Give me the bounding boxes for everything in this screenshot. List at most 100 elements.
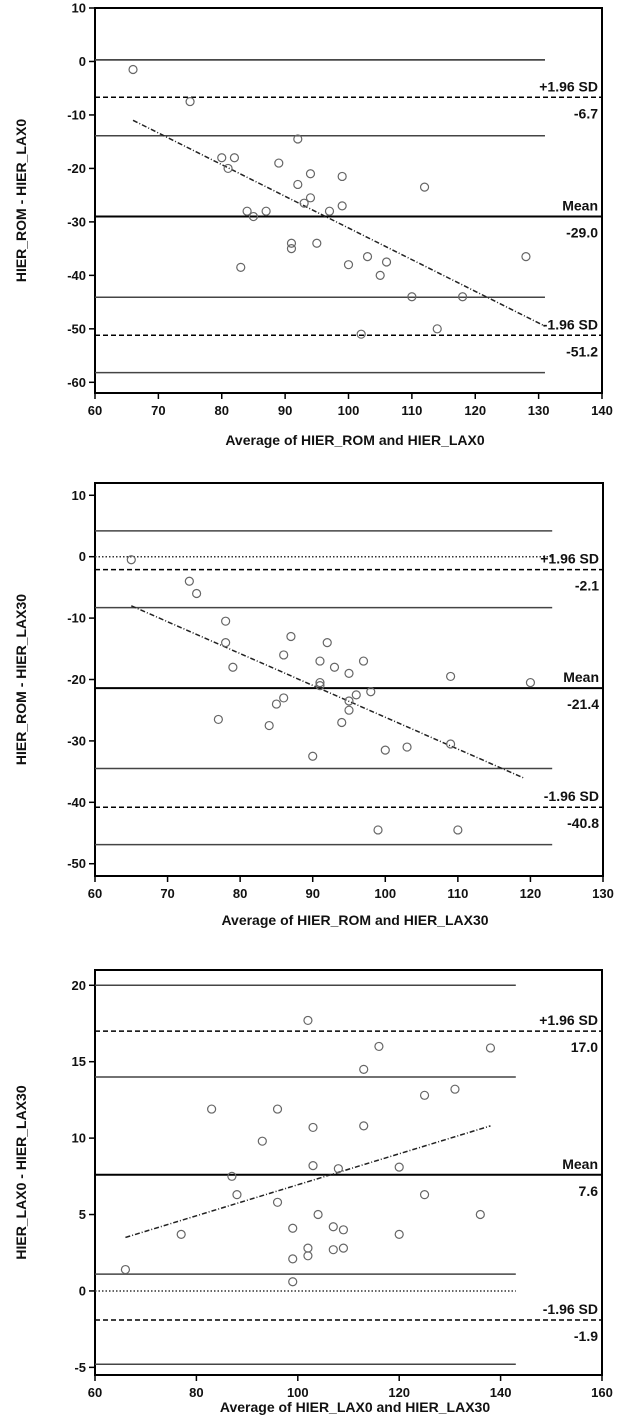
x-tick-label: 160 bbox=[591, 1385, 613, 1400]
data-point bbox=[264, 720, 274, 731]
data-point bbox=[446, 671, 456, 682]
data-point bbox=[312, 238, 322, 248]
y-tick-label: -20 bbox=[67, 161, 86, 176]
data-point bbox=[293, 134, 303, 144]
x-tick-label: 60 bbox=[88, 403, 102, 418]
data-point bbox=[338, 1243, 349, 1253]
data-point bbox=[344, 668, 354, 678]
data-point bbox=[257, 1136, 267, 1146]
data-point bbox=[432, 324, 442, 334]
data-point bbox=[128, 64, 138, 75]
data-point bbox=[356, 329, 366, 339]
data-point bbox=[207, 1104, 217, 1114]
data-point bbox=[242, 206, 252, 216]
data-point bbox=[308, 1122, 318, 1133]
y-tick-label: -5 bbox=[74, 1360, 86, 1375]
x-tick-label: 120 bbox=[388, 1385, 410, 1400]
data-point bbox=[229, 153, 240, 163]
data-point bbox=[272, 1104, 283, 1114]
data-point bbox=[394, 1229, 404, 1239]
data-point bbox=[344, 696, 354, 706]
y-tick-label: 5 bbox=[79, 1207, 86, 1222]
data-point bbox=[126, 555, 136, 565]
x-tick-label: 80 bbox=[189, 1385, 203, 1400]
x-tick-label: 60 bbox=[88, 886, 102, 901]
upper-loa-value: 17.0 bbox=[571, 1039, 598, 1055]
data-point bbox=[351, 690, 361, 700]
data-point bbox=[288, 1223, 298, 1233]
data-point bbox=[329, 662, 340, 672]
y-tick-label: -50 bbox=[67, 856, 86, 871]
data-point bbox=[217, 153, 227, 163]
data-point bbox=[185, 96, 195, 107]
x-tick-label: 80 bbox=[233, 886, 247, 901]
data-point bbox=[213, 714, 223, 725]
x-tick-label: 70 bbox=[160, 886, 174, 901]
data-point bbox=[279, 650, 289, 660]
data-point bbox=[299, 198, 309, 208]
data-point bbox=[313, 1209, 323, 1220]
x-tick-label: 70 bbox=[151, 403, 165, 418]
y-tick-label: 20 bbox=[72, 978, 86, 993]
x-axis-title: Average of HIER_ROM and HIER_LAX30 bbox=[221, 912, 488, 928]
data-point bbox=[228, 662, 238, 672]
y-tick-label: -40 bbox=[67, 268, 86, 283]
data-point bbox=[303, 1243, 313, 1253]
y-tick-label: 0 bbox=[79, 54, 86, 69]
x-tick-label: 100 bbox=[374, 886, 396, 901]
data-point bbox=[227, 1171, 237, 1181]
data-point bbox=[272, 1197, 283, 1207]
mean-label: Mean bbox=[562, 198, 598, 214]
y-tick-label: -30 bbox=[67, 214, 86, 229]
x-tick-label: 100 bbox=[287, 1385, 309, 1400]
x-tick-label: 140 bbox=[591, 403, 613, 418]
y-tick-label: 0 bbox=[79, 549, 86, 564]
regression-line bbox=[130, 605, 524, 779]
y-tick-label: 0 bbox=[79, 1283, 86, 1298]
upper-loa-label: +1.96 SD bbox=[540, 551, 599, 567]
data-point bbox=[236, 262, 246, 272]
y-tick-label: -10 bbox=[67, 107, 86, 122]
regression-line bbox=[125, 1125, 491, 1239]
data-point bbox=[419, 1190, 430, 1200]
lower-loa-label: -1.96 SD bbox=[543, 316, 598, 332]
chart-panel-3: 20 15 10 5 0 -560 80 100 120 140 160 +1.96 SD 17.0 Me… bbox=[13, 969, 613, 1415]
x-tick-label: 110 bbox=[401, 403, 422, 418]
y-tick-label: -20 bbox=[67, 672, 86, 687]
data-point bbox=[337, 717, 347, 728]
y-tick-label: 10 bbox=[72, 1131, 86, 1146]
y-tick-label: -40 bbox=[67, 795, 86, 810]
y-tick-label: 10 bbox=[72, 488, 86, 503]
mean-value: 7.6 bbox=[579, 1183, 599, 1199]
x-tick-label: 90 bbox=[305, 886, 319, 901]
mean-value: -21.4 bbox=[567, 696, 599, 712]
plot-frame bbox=[94, 482, 604, 877]
y-tick-label: 10 bbox=[72, 1, 86, 16]
data-point bbox=[286, 631, 296, 642]
x-tick-label: 130 bbox=[592, 886, 614, 901]
data-point bbox=[521, 252, 531, 262]
data-point bbox=[324, 206, 335, 216]
upper-loa-label: +1.96 SD bbox=[539, 78, 598, 94]
data-point bbox=[337, 171, 347, 182]
y-axis-title: HIER_ROM - HIER_LAX30 bbox=[13, 594, 29, 765]
x-axis-title: Average of HIER_LAX0 and HIER_LAX30 bbox=[220, 1399, 490, 1415]
data-point bbox=[333, 1164, 343, 1174]
x-tick-label: 60 bbox=[88, 1385, 102, 1400]
lower-loa-label: -1.96 SD bbox=[543, 1301, 598, 1317]
data-point bbox=[288, 1254, 298, 1264]
data-point bbox=[374, 1041, 384, 1052]
data-point bbox=[221, 638, 231, 648]
data-point bbox=[286, 238, 297, 248]
data-point bbox=[407, 292, 417, 302]
plot-frame bbox=[94, 969, 603, 1376]
data-point bbox=[303, 1015, 313, 1026]
data-point bbox=[402, 742, 412, 752]
data-point bbox=[223, 163, 233, 174]
data-point bbox=[419, 1090, 430, 1100]
mean-label: Mean bbox=[563, 669, 599, 685]
x-tick-label: 120 bbox=[464, 403, 486, 418]
